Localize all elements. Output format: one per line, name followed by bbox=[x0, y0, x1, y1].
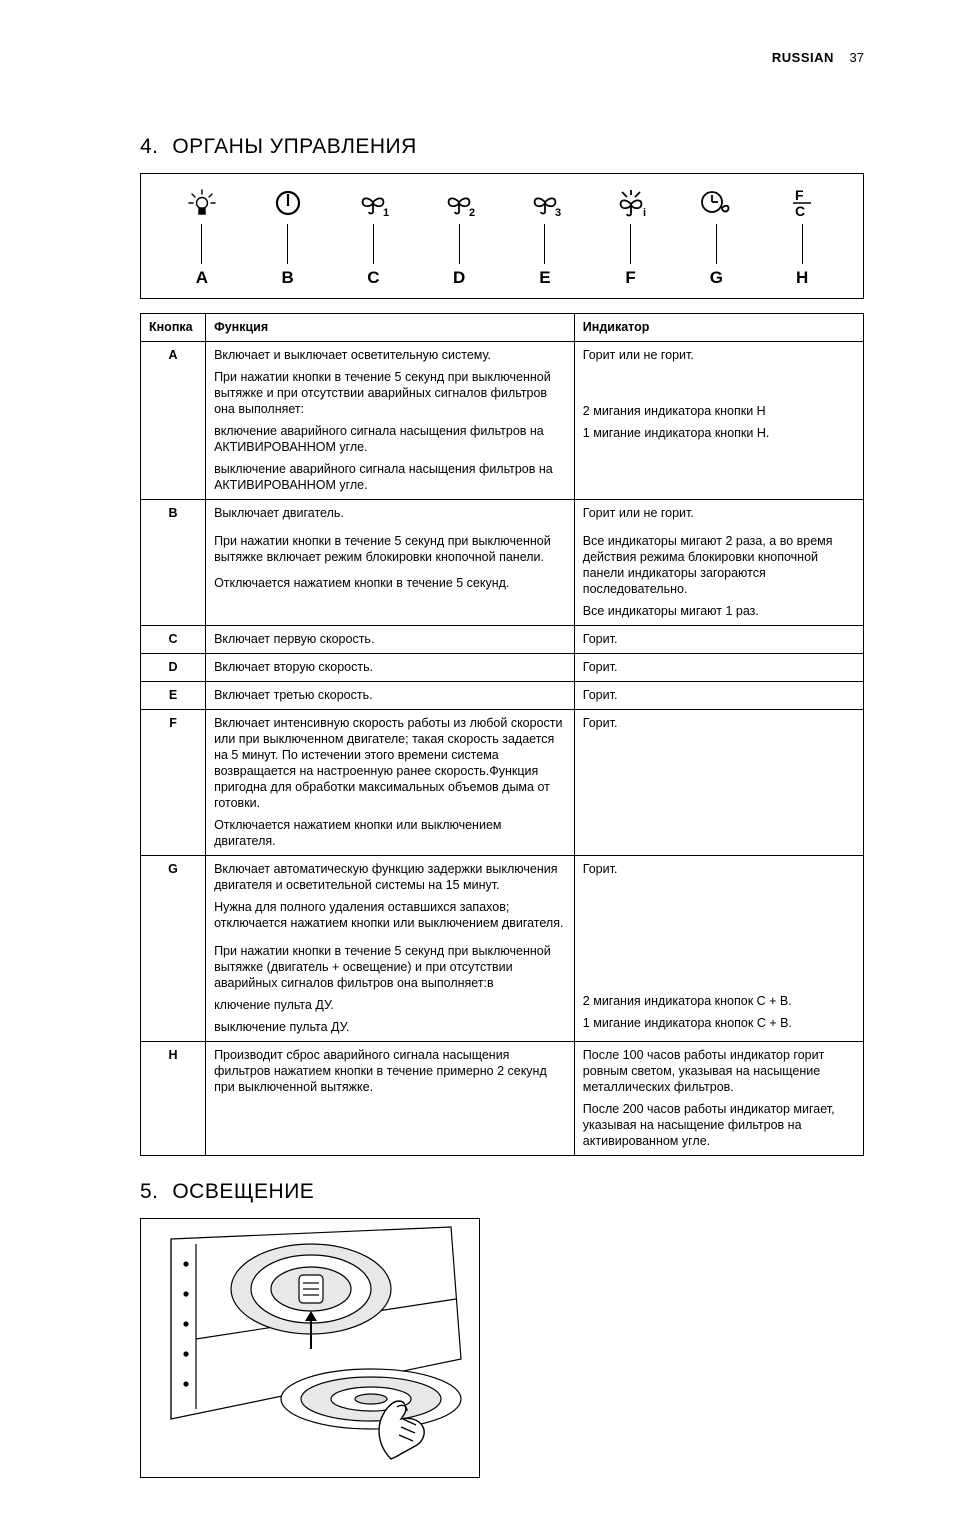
section-5-heading: 5. ОСВЕЩЕНИЕ bbox=[140, 1180, 864, 1204]
power-icon bbox=[270, 188, 306, 218]
icon-cell-a: A bbox=[159, 188, 245, 288]
table-row: B Выключает двигатель. При нажатии кнопк… bbox=[141, 500, 864, 626]
icon-letter-h: H bbox=[796, 268, 808, 288]
icon-cell-e: 3 E bbox=[502, 188, 588, 288]
page-number: 37 bbox=[850, 50, 864, 65]
cell-ind: Горит или не горит. Все индикаторы мигаю… bbox=[574, 500, 863, 626]
cell-btn: H bbox=[141, 1042, 206, 1156]
th-button: Кнопка bbox=[141, 314, 206, 342]
cell-func: Включает и выключает осветительную систе… bbox=[206, 342, 575, 500]
cell-ind: Горит. 2 мигания индикатора кнопок C + B… bbox=[574, 856, 863, 1042]
controls-icon-panel: A B bbox=[140, 173, 864, 299]
svg-text:3: 3 bbox=[555, 207, 561, 218]
section-5-title: ОСВЕЩЕНИЕ bbox=[172, 1180, 314, 1203]
icon-letter-b: B bbox=[281, 268, 293, 288]
fan-intensive-icon: i bbox=[610, 188, 652, 218]
cell-func: Включает вторую скорость. bbox=[206, 654, 575, 682]
svg-text:2: 2 bbox=[469, 207, 475, 218]
table-row: D Включает вторую скорость. Горит. bbox=[141, 654, 864, 682]
fan1-icon: 1 bbox=[353, 188, 393, 218]
cell-ind: Горит. bbox=[574, 654, 863, 682]
fan3-icon: 3 bbox=[525, 188, 565, 218]
icon-cell-h: F C H bbox=[759, 188, 845, 288]
th-indicator: Индикатор bbox=[574, 314, 863, 342]
cell-func: Производит сброс аварийного сигнала насы… bbox=[206, 1042, 575, 1156]
section-4-heading: 4. ОРГАНЫ УПРАВЛЕНИЯ bbox=[140, 135, 864, 159]
cell-ind: После 100 часов работы индикатор горит р… bbox=[574, 1042, 863, 1156]
cell-ind: Горит. bbox=[574, 682, 863, 710]
cell-btn: B bbox=[141, 500, 206, 626]
light-icon bbox=[184, 188, 220, 218]
cell-func: Выключает двигатель. При нажатии кнопки … bbox=[206, 500, 575, 626]
icon-cell-f: i F bbox=[588, 188, 674, 288]
cell-func: Включает третью скорость. bbox=[206, 682, 575, 710]
section-4-title: ОРГАНЫ УПРАВЛЕНИЯ bbox=[172, 135, 416, 158]
cell-func: Включает интенсивную скорость работы из … bbox=[206, 710, 575, 856]
table-row: G Включает автоматическую функцию задерж… bbox=[141, 856, 864, 1042]
icon-cell-c: 1 C bbox=[331, 188, 417, 288]
svg-text:F: F bbox=[795, 188, 804, 203]
icon-letter-g: G bbox=[710, 268, 723, 288]
cell-btn: F bbox=[141, 710, 206, 856]
lamp-diagram-icon bbox=[141, 1219, 480, 1478]
lighting-figure bbox=[140, 1218, 480, 1478]
icon-cell-d: 2 D bbox=[416, 188, 502, 288]
language-label: RUSSIAN bbox=[772, 50, 834, 65]
fan2-icon: 2 bbox=[439, 188, 479, 218]
cell-btn: C bbox=[141, 626, 206, 654]
svg-text:C: C bbox=[795, 203, 805, 218]
cell-func: Включает первую скорость. bbox=[206, 626, 575, 654]
icon-cell-g: G bbox=[674, 188, 760, 288]
icon-letter-d: D bbox=[453, 268, 465, 288]
delay-icon bbox=[696, 188, 736, 218]
cell-btn: D bbox=[141, 654, 206, 682]
section-4-number: 4. bbox=[140, 135, 166, 159]
table-row: F Включает интенсивную скорость работы и… bbox=[141, 710, 864, 856]
icon-cell-b: B bbox=[245, 188, 331, 288]
section-5-number: 5. bbox=[140, 1180, 166, 1204]
icon-letter-a: A bbox=[196, 268, 208, 288]
cell-func: Включает автоматическую функцию задержки… bbox=[206, 856, 575, 1042]
table-row: A Включает и выключает осветительную сис… bbox=[141, 342, 864, 500]
cell-ind: Горит. bbox=[574, 626, 863, 654]
page-header: RUSSIAN 37 bbox=[140, 50, 864, 65]
table-row: H Производит сброс аварийного сигнала на… bbox=[141, 1042, 864, 1156]
icon-letter-f: F bbox=[625, 268, 635, 288]
cell-ind: Горит. bbox=[574, 710, 863, 856]
th-function: Функция bbox=[206, 314, 575, 342]
controls-table: Кнопка Функция Индикатор A Включает и вы… bbox=[140, 313, 864, 1156]
cell-btn: A bbox=[141, 342, 206, 500]
table-row: E Включает третью скорость. Горит. bbox=[141, 682, 864, 710]
svg-text:i: i bbox=[643, 207, 646, 218]
icon-letter-e: E bbox=[539, 268, 550, 288]
cell-ind: Горит или не горит. 2 мигания индикатора… bbox=[574, 342, 863, 500]
svg-text:1: 1 bbox=[383, 207, 389, 218]
icon-letter-c: C bbox=[367, 268, 379, 288]
cell-btn: E bbox=[141, 682, 206, 710]
filter-reset-icon: F C bbox=[787, 188, 817, 218]
table-row: C Включает первую скорость. Горит. bbox=[141, 626, 864, 654]
cell-btn: G bbox=[141, 856, 206, 1042]
